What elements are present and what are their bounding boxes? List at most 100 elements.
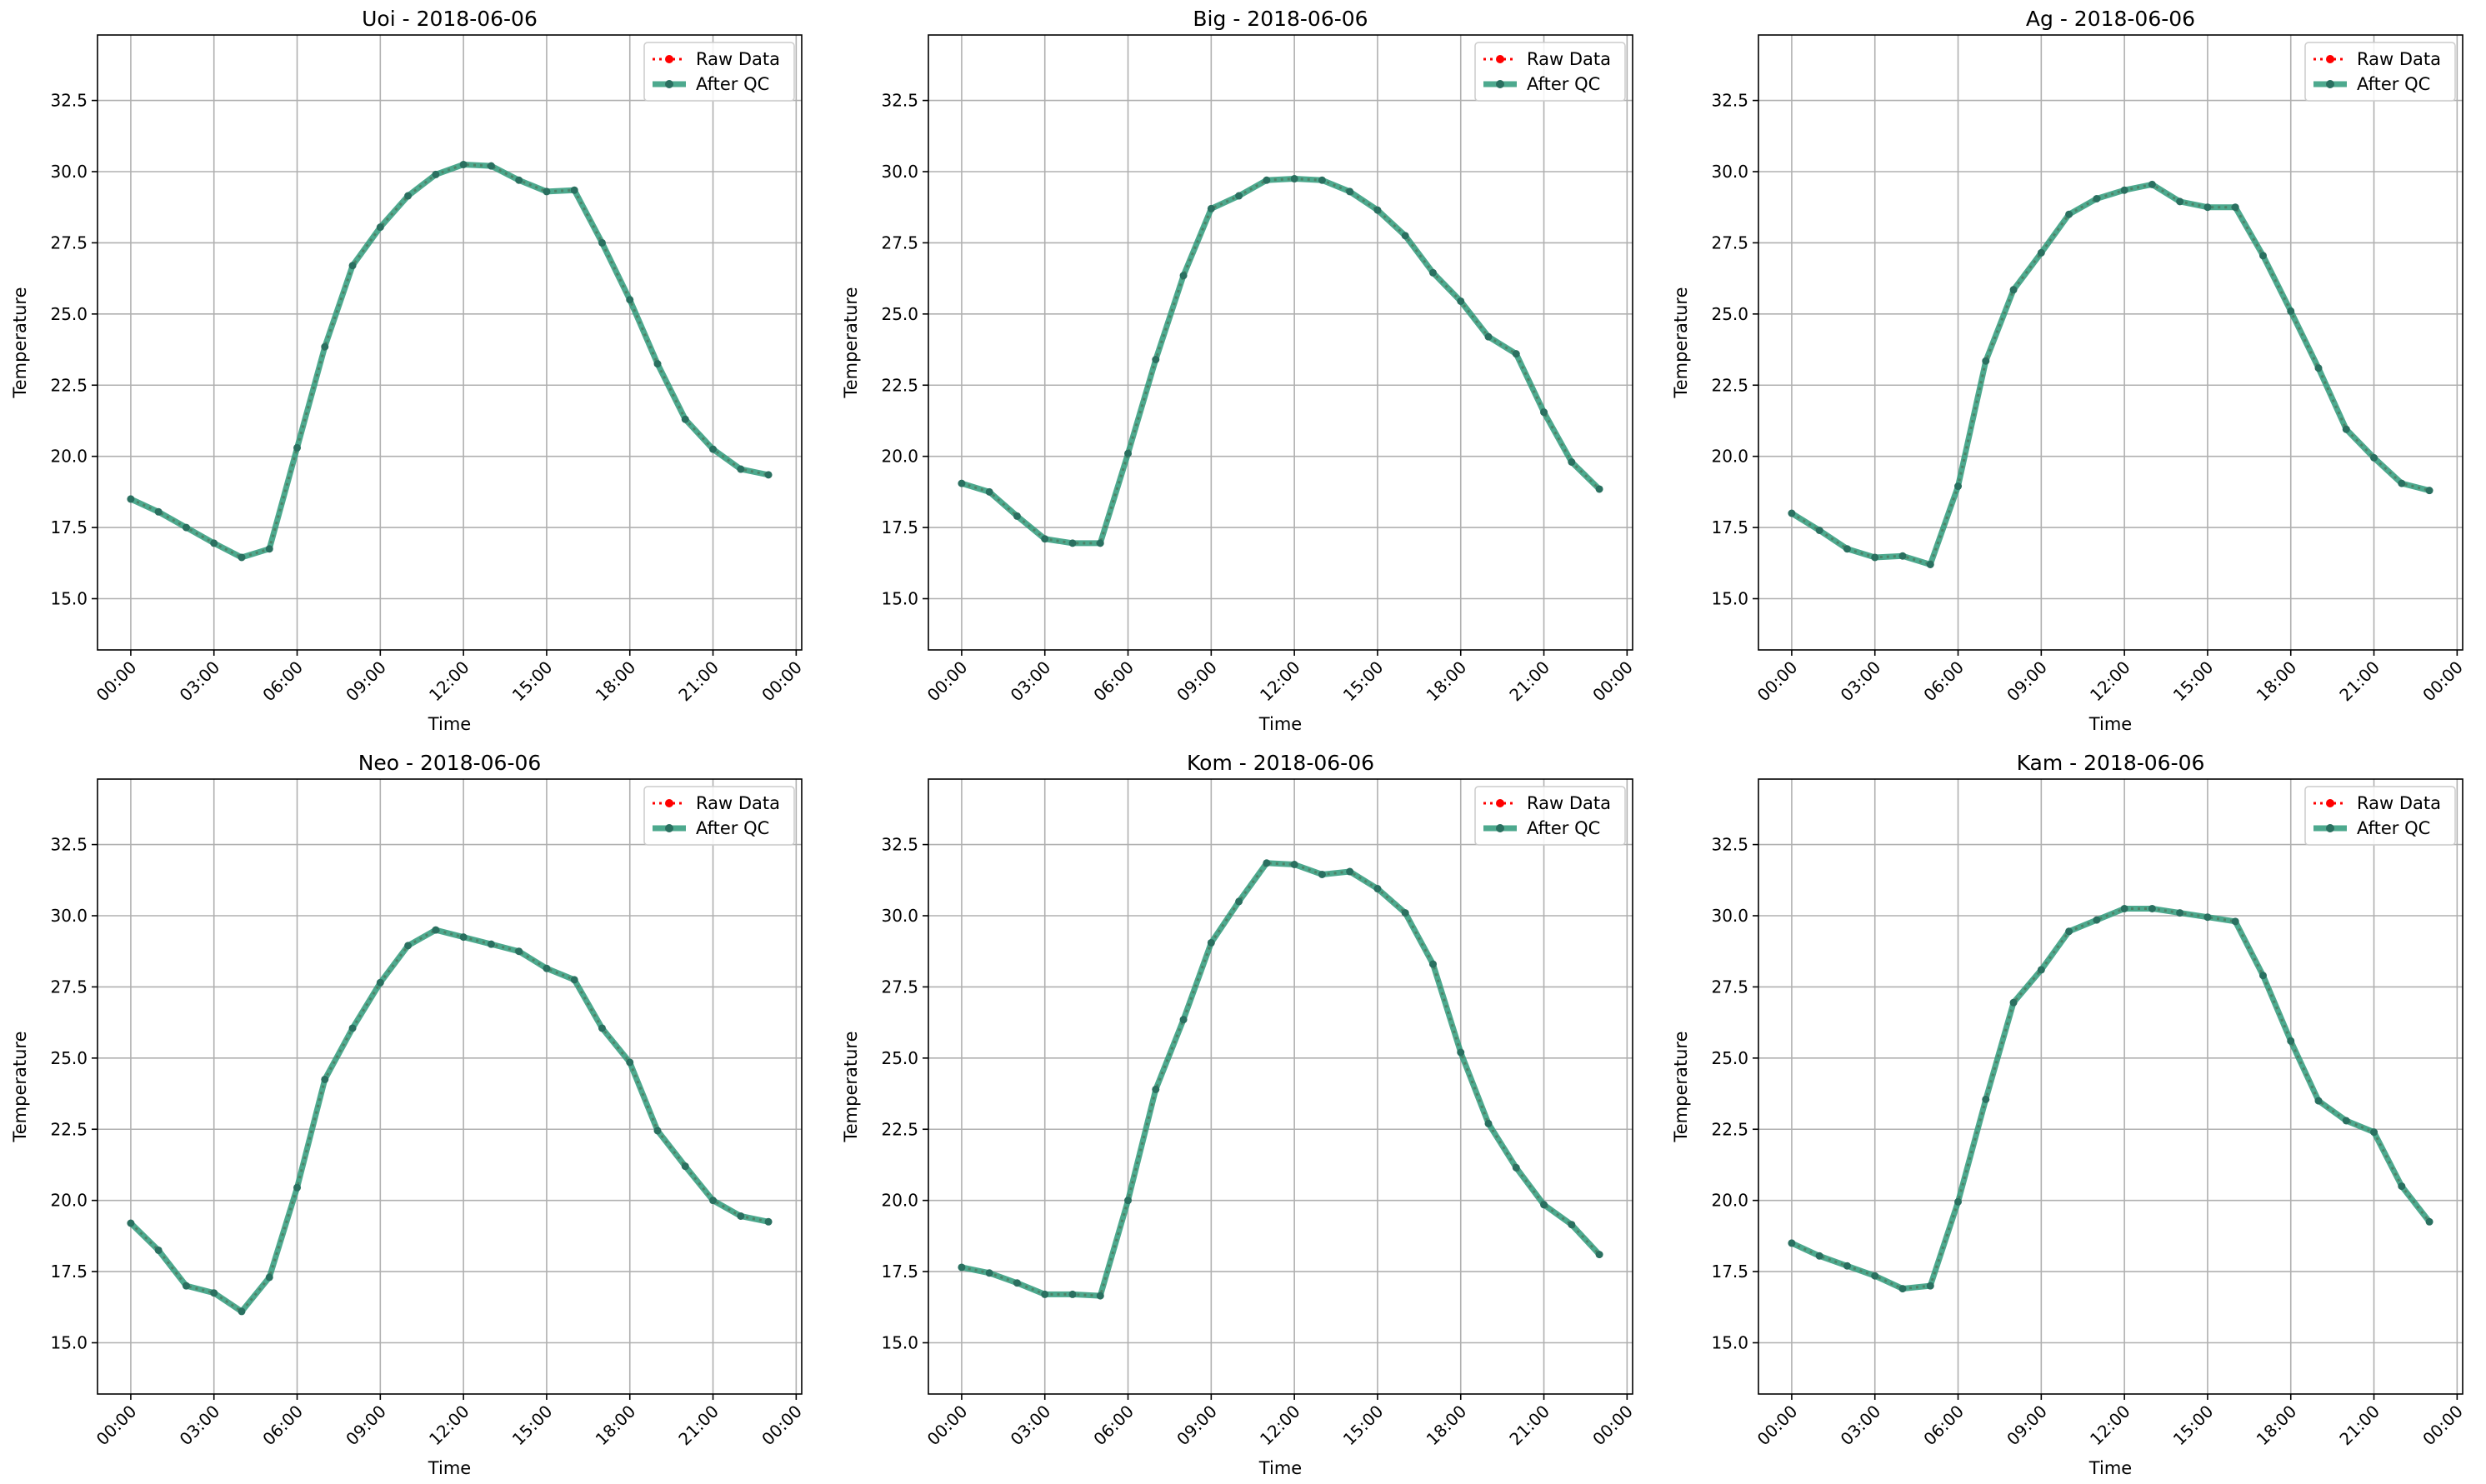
after-qc-point (626, 1058, 634, 1067)
axes-frame (97, 34, 803, 651)
after-qc-point (2120, 186, 2128, 194)
y-tick-label: 25.0 (881, 304, 918, 324)
x-tick-label: 06:00 (1919, 657, 1968, 706)
chart-panel-1: 00:00 03:00 06:00 09:00 12:00 15:00 18:00 21:00… (10, 7, 806, 734)
legend-qc-marker (2326, 824, 2334, 832)
after-qc-point (1263, 176, 1271, 184)
after-qc-point (626, 296, 634, 304)
after-qc-point (1373, 885, 1382, 893)
after-qc-point (1346, 867, 1354, 876)
after-qc-point (1484, 1119, 1493, 1127)
after-qc-point (1540, 1201, 1548, 1209)
x-tick-label: 00:00 (758, 1402, 806, 1450)
y-axis-label: Temperature (1671, 287, 1691, 398)
after-qc-point (1013, 1279, 1021, 1287)
after-qc-point (653, 1127, 662, 1135)
legend-raw-marker (1496, 55, 1504, 63)
x-tick-label: 21:00 (1505, 1402, 1553, 1450)
x-tick-label: 18:00 (1423, 657, 1471, 706)
after-qc-point (376, 978, 384, 987)
after-qc-point (737, 465, 745, 473)
after-qc-line (1790, 905, 2432, 1292)
after-qc-point (2065, 927, 2073, 936)
legend-qc-label: After QC (696, 74, 769, 94)
after-qc-point (2258, 252, 2267, 260)
y-tick-label: 25.0 (50, 1048, 88, 1068)
legend-raw-marker (665, 799, 673, 807)
after-qc-point (2287, 1037, 2295, 1045)
after-qc-point (598, 238, 606, 247)
x-tick-label: 03:00 (1007, 1402, 1055, 1450)
y-axis-label: Temperature (10, 287, 30, 398)
after-qc-point (1318, 176, 1326, 184)
after-qc-point (2203, 913, 2212, 922)
legend-raw-marker (665, 55, 673, 63)
legend-raw-label: Raw Data (1527, 49, 1611, 69)
x-tick-label: 00:00 (923, 1402, 972, 1450)
legend-qc-label: After QC (2357, 74, 2430, 94)
after-qc-point (1096, 1292, 1104, 1300)
legend-qc-marker (2326, 80, 2334, 88)
legend: Raw Data After QC (643, 42, 795, 102)
after-qc-point (2398, 479, 2406, 487)
y-tick-label: 15.0 (50, 589, 88, 609)
x-tick-label: 03:00 (1837, 657, 1885, 706)
after-qc-point (1954, 1197, 1963, 1206)
after-qc-point (1013, 512, 1021, 520)
after-qc-point (1954, 482, 1963, 491)
y-tick-label: 27.5 (50, 232, 88, 252)
after-qc-point (487, 940, 495, 948)
chart-title: Kom - 2018-06-06 (1187, 751, 1374, 775)
x-tick-label: 21:00 (2335, 657, 2383, 706)
legend-qc-label: After QC (696, 818, 769, 838)
after-qc-point (127, 495, 135, 503)
y-tick-label: 20.0 (881, 447, 918, 467)
after-qc-point (2148, 904, 2156, 912)
after-qc-point (2425, 487, 2433, 495)
after-qc-point (1595, 485, 1603, 493)
after-qc-point (1512, 1163, 1520, 1172)
x-tick-label: 21:00 (674, 657, 723, 706)
after-qc-point (958, 1263, 966, 1272)
after-qc-point (2176, 909, 2184, 917)
y-tick-label: 20.0 (50, 1191, 88, 1211)
y-tick-label: 20.0 (1711, 1191, 1748, 1211)
chart-panel-3: 00:00 03:00 06:00 09:00 12:00 15:00 18:00 21:00… (1671, 7, 2467, 734)
x-tick-label: 18:00 (1423, 1402, 1471, 1450)
x-tick-label: 15:00 (508, 657, 557, 706)
after-qc-point (2203, 203, 2212, 212)
legend-raw-marker (1496, 799, 1504, 807)
after-qc-point (1457, 1048, 1465, 1057)
x-axis-label: Time (2088, 714, 2132, 734)
after-qc-point (1428, 268, 1437, 277)
y-tick-label: 15.0 (881, 1333, 918, 1353)
x-tick-label: 12:00 (1256, 657, 1304, 706)
after-qc-point (321, 342, 329, 351)
after-qc-point (1512, 350, 1520, 358)
after-qc-point (1401, 909, 1409, 917)
y-tick-label: 27.5 (50, 977, 88, 997)
after-qc-point (154, 507, 163, 516)
legend: Raw Data After QC (2304, 42, 2456, 102)
y-tick-label: 30.0 (881, 906, 918, 926)
x-tick-label: 06:00 (258, 1402, 307, 1450)
after-qc-point (985, 487, 993, 496)
after-qc-point (2037, 248, 2045, 257)
x-tick-label: 00:00 (1753, 1402, 1802, 1450)
y-tick-label: 27.5 (881, 232, 918, 252)
y-tick-label: 32.5 (881, 835, 918, 855)
legend-raw-label: Raw Data (696, 793, 780, 813)
after-qc-point (543, 187, 551, 196)
x-tick-label: 12:00 (2086, 657, 2134, 706)
legend-qc-label: After QC (1527, 74, 1600, 94)
after-qc-point (2093, 194, 2101, 202)
x-tick-label: 09:00 (342, 657, 390, 706)
y-tick-label: 17.5 (881, 1262, 918, 1282)
x-tick-label: 00:00 (2418, 1402, 2467, 1450)
y-tick-label: 32.5 (50, 91, 88, 111)
x-axis-label: Time (428, 1458, 471, 1478)
y-tick-label: 32.5 (1711, 91, 1748, 111)
x-tick-label: 15:00 (2169, 657, 2218, 706)
after-qc-point (1788, 509, 1796, 517)
x-tick-label: 12:00 (425, 657, 473, 706)
